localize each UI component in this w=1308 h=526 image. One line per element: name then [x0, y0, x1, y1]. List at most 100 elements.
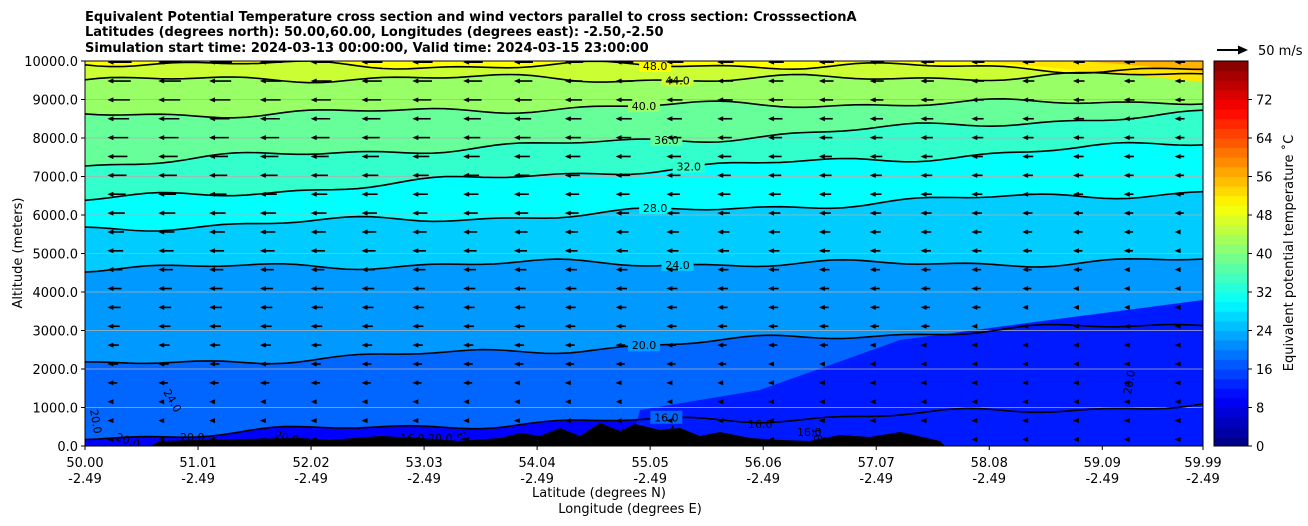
wind-vector [310, 380, 321, 386]
contour-44 [85, 71, 1203, 84]
wind-vector [412, 399, 419, 405]
x-tick-label-lat: 57.07 [858, 456, 895, 471]
wind-vector [209, 61, 232, 65]
colorbar-step [1214, 369, 1248, 380]
wind-vector [158, 304, 172, 310]
chart-title-line-3: Simulation start time: 2024-03-13 00:00:… [85, 41, 649, 56]
wind-vector [920, 323, 930, 329]
wind-vector [361, 135, 380, 141]
y-axis-ticks: 0.0 1000.0 2000.0 3000.0 4000.0 5000.0 6000.0 7… [24, 55, 85, 455]
wind-vector [310, 229, 326, 235]
wind-vector [971, 97, 984, 103]
wind-vector [920, 399, 927, 405]
fill-band-cold [630, 300, 1203, 446]
x-axis-label-latitude: Latitude (degrees N) [532, 486, 666, 501]
wind-vector [971, 304, 981, 310]
wind-vector [107, 418, 114, 424]
wind-vector [310, 342, 322, 348]
wind-vector [971, 286, 981, 292]
contour-label-48: 48.0 [643, 60, 668, 73]
wind-vector [869, 380, 876, 386]
wind-vector [310, 323, 323, 329]
wind-vector [920, 78, 934, 84]
wind-vector [717, 78, 734, 84]
wind-vector [1072, 78, 1085, 84]
wind-vector [869, 399, 876, 405]
wind-vector [615, 172, 631, 178]
wind-vector [1022, 361, 1029, 367]
wind-vector [1072, 116, 1085, 122]
wind-vector [361, 97, 382, 103]
wind-vector [310, 210, 327, 216]
colorbar-step [1214, 205, 1248, 216]
wind-vector [768, 248, 780, 254]
wind-vector [463, 361, 473, 367]
wind-vector [1072, 380, 1079, 386]
wind-vector [971, 78, 985, 84]
wind-vector [1174, 97, 1185, 103]
wind-vector [971, 267, 982, 273]
wind-vector [107, 380, 118, 386]
colorbar-step [1214, 407, 1248, 418]
wind-vector [1123, 267, 1130, 273]
wind-vector [869, 304, 880, 310]
colorbar-step [1214, 234, 1248, 245]
contour-24 [85, 257, 1203, 273]
colorbar-tick-label: 16 [1256, 363, 1273, 378]
wind-vector [1072, 361, 1079, 367]
x-tick-label-lon: -2.49 [407, 472, 441, 487]
wind-vector [158, 286, 173, 292]
wind-vector [259, 361, 271, 367]
wind-vector [818, 267, 830, 273]
wind-vector [1174, 342, 1181, 348]
wind-vector [513, 78, 533, 84]
y-tick-label: 1000.0 [33, 402, 79, 417]
wind-vector [513, 267, 527, 273]
colorbar-tick-label: 64 [1256, 132, 1273, 147]
wind-vector [361, 78, 382, 84]
wind-vector [615, 78, 633, 84]
wind-vector [158, 342, 170, 348]
colorbar-step [1214, 70, 1248, 81]
wind-vector [717, 267, 729, 273]
wind-vector [818, 361, 825, 367]
wind-vector [361, 210, 377, 216]
wind-vector [1022, 436, 1029, 442]
wind-vector [920, 418, 927, 424]
wind-vector [920, 361, 927, 367]
wind-vector [310, 361, 321, 367]
wind-vector [310, 172, 328, 178]
wind-vector [768, 191, 781, 197]
wind-vector [1072, 286, 1079, 292]
wind-vector [615, 116, 632, 122]
wind-vector [768, 418, 775, 424]
wind-vector [412, 342, 423, 348]
wind-vector [1022, 399, 1029, 405]
wind-vector [666, 342, 677, 348]
colorbar-step [1214, 320, 1248, 331]
wind-vector [717, 153, 732, 159]
wind-vector [818, 78, 834, 84]
wind-vector [361, 342, 373, 348]
wind-vector [463, 78, 483, 84]
wind-vector [158, 172, 177, 178]
x-tick-label-lon: -2.49 [633, 472, 667, 487]
wind-vector [209, 135, 229, 141]
contour-label-bg-36 [650, 132, 683, 146]
wind-vector [259, 323, 272, 329]
wind-vector [564, 380, 571, 386]
wind-vector [666, 97, 683, 103]
colorbar-step [1214, 99, 1248, 110]
contour-label-extra-9: 16.0 [748, 418, 773, 431]
x-tick-label-lat: 59.09 [1084, 456, 1121, 471]
wind-vector [666, 172, 681, 178]
wind-vector [513, 116, 532, 122]
x-tick-label-lon: -2.49 [972, 472, 1006, 487]
wind-vector [361, 229, 377, 235]
wind-vector [1123, 210, 1134, 216]
wind-vector [1022, 97, 1035, 103]
wind-vector [513, 323, 525, 329]
x-tick-label-lon: -2.49 [520, 472, 554, 487]
wind-vector [310, 267, 325, 273]
wind-vector [818, 399, 825, 405]
